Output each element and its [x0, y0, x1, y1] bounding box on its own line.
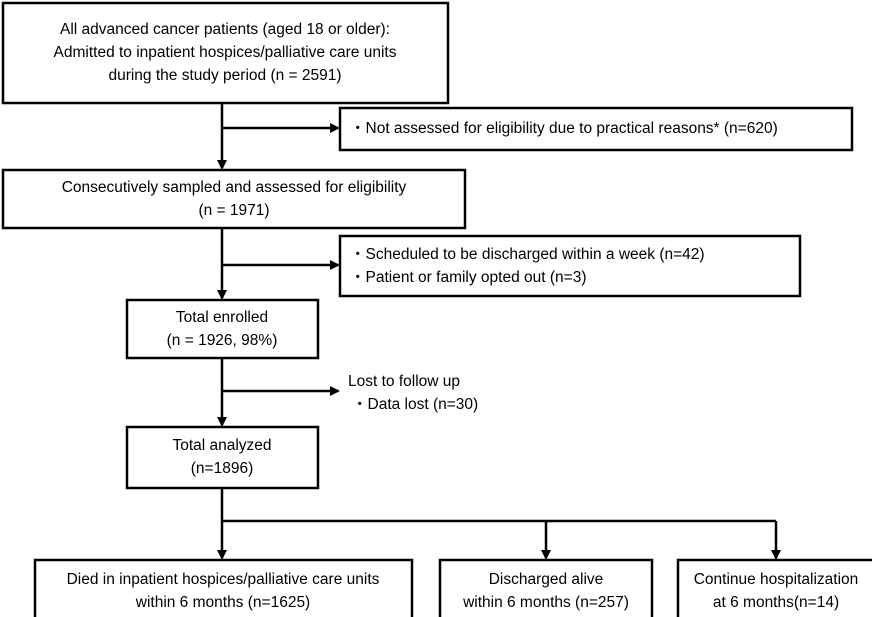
node-text: Admitted to inpatient hospices/palliativ… [54, 44, 397, 61]
box [125, 298, 320, 360]
node-text: ・Scheduled to be discharged within a wee… [350, 246, 705, 263]
node-text: during the study period (n = 2591) [108, 67, 341, 84]
node-text: All advanced cancer patients (aged 18 or… [60, 21, 390, 38]
node-text: Total enrolled [176, 309, 268, 326]
box [125, 425, 320, 490]
box [1, 1, 450, 105]
node-text: ・Not assessed for eligibility due to pra… [350, 120, 778, 137]
node-text: ・Patient or family opted out (n=3) [350, 269, 587, 286]
node-text: Total analyzed [172, 437, 271, 454]
node-text: within 6 months (n=1625) [135, 594, 310, 611]
connectors [217, 103, 781, 560]
node-text: Died in inpatient hospices/palliative ca… [67, 571, 380, 588]
box [338, 106, 854, 152]
box [438, 558, 654, 617]
node-text: within 6 months (n=257) [462, 594, 629, 611]
box [338, 234, 802, 298]
node-text: (n = 1926, 98%) [167, 332, 278, 349]
node-text: at 6 months(n=14) [713, 594, 839, 611]
box [676, 558, 872, 617]
node-text: Continue hospitalization [694, 571, 859, 588]
node-text: (n = 1971) [198, 202, 269, 219]
node-text: Lost to follow up [348, 373, 460, 390]
node-text: Discharged alive [489, 571, 604, 588]
node-text: ・Data lost (n=30) [352, 396, 478, 413]
node-text: Consecutively sampled and assessed for e… [62, 179, 407, 196]
box [33, 558, 414, 617]
box [1, 168, 467, 230]
node-text: (n=1896) [191, 460, 253, 477]
